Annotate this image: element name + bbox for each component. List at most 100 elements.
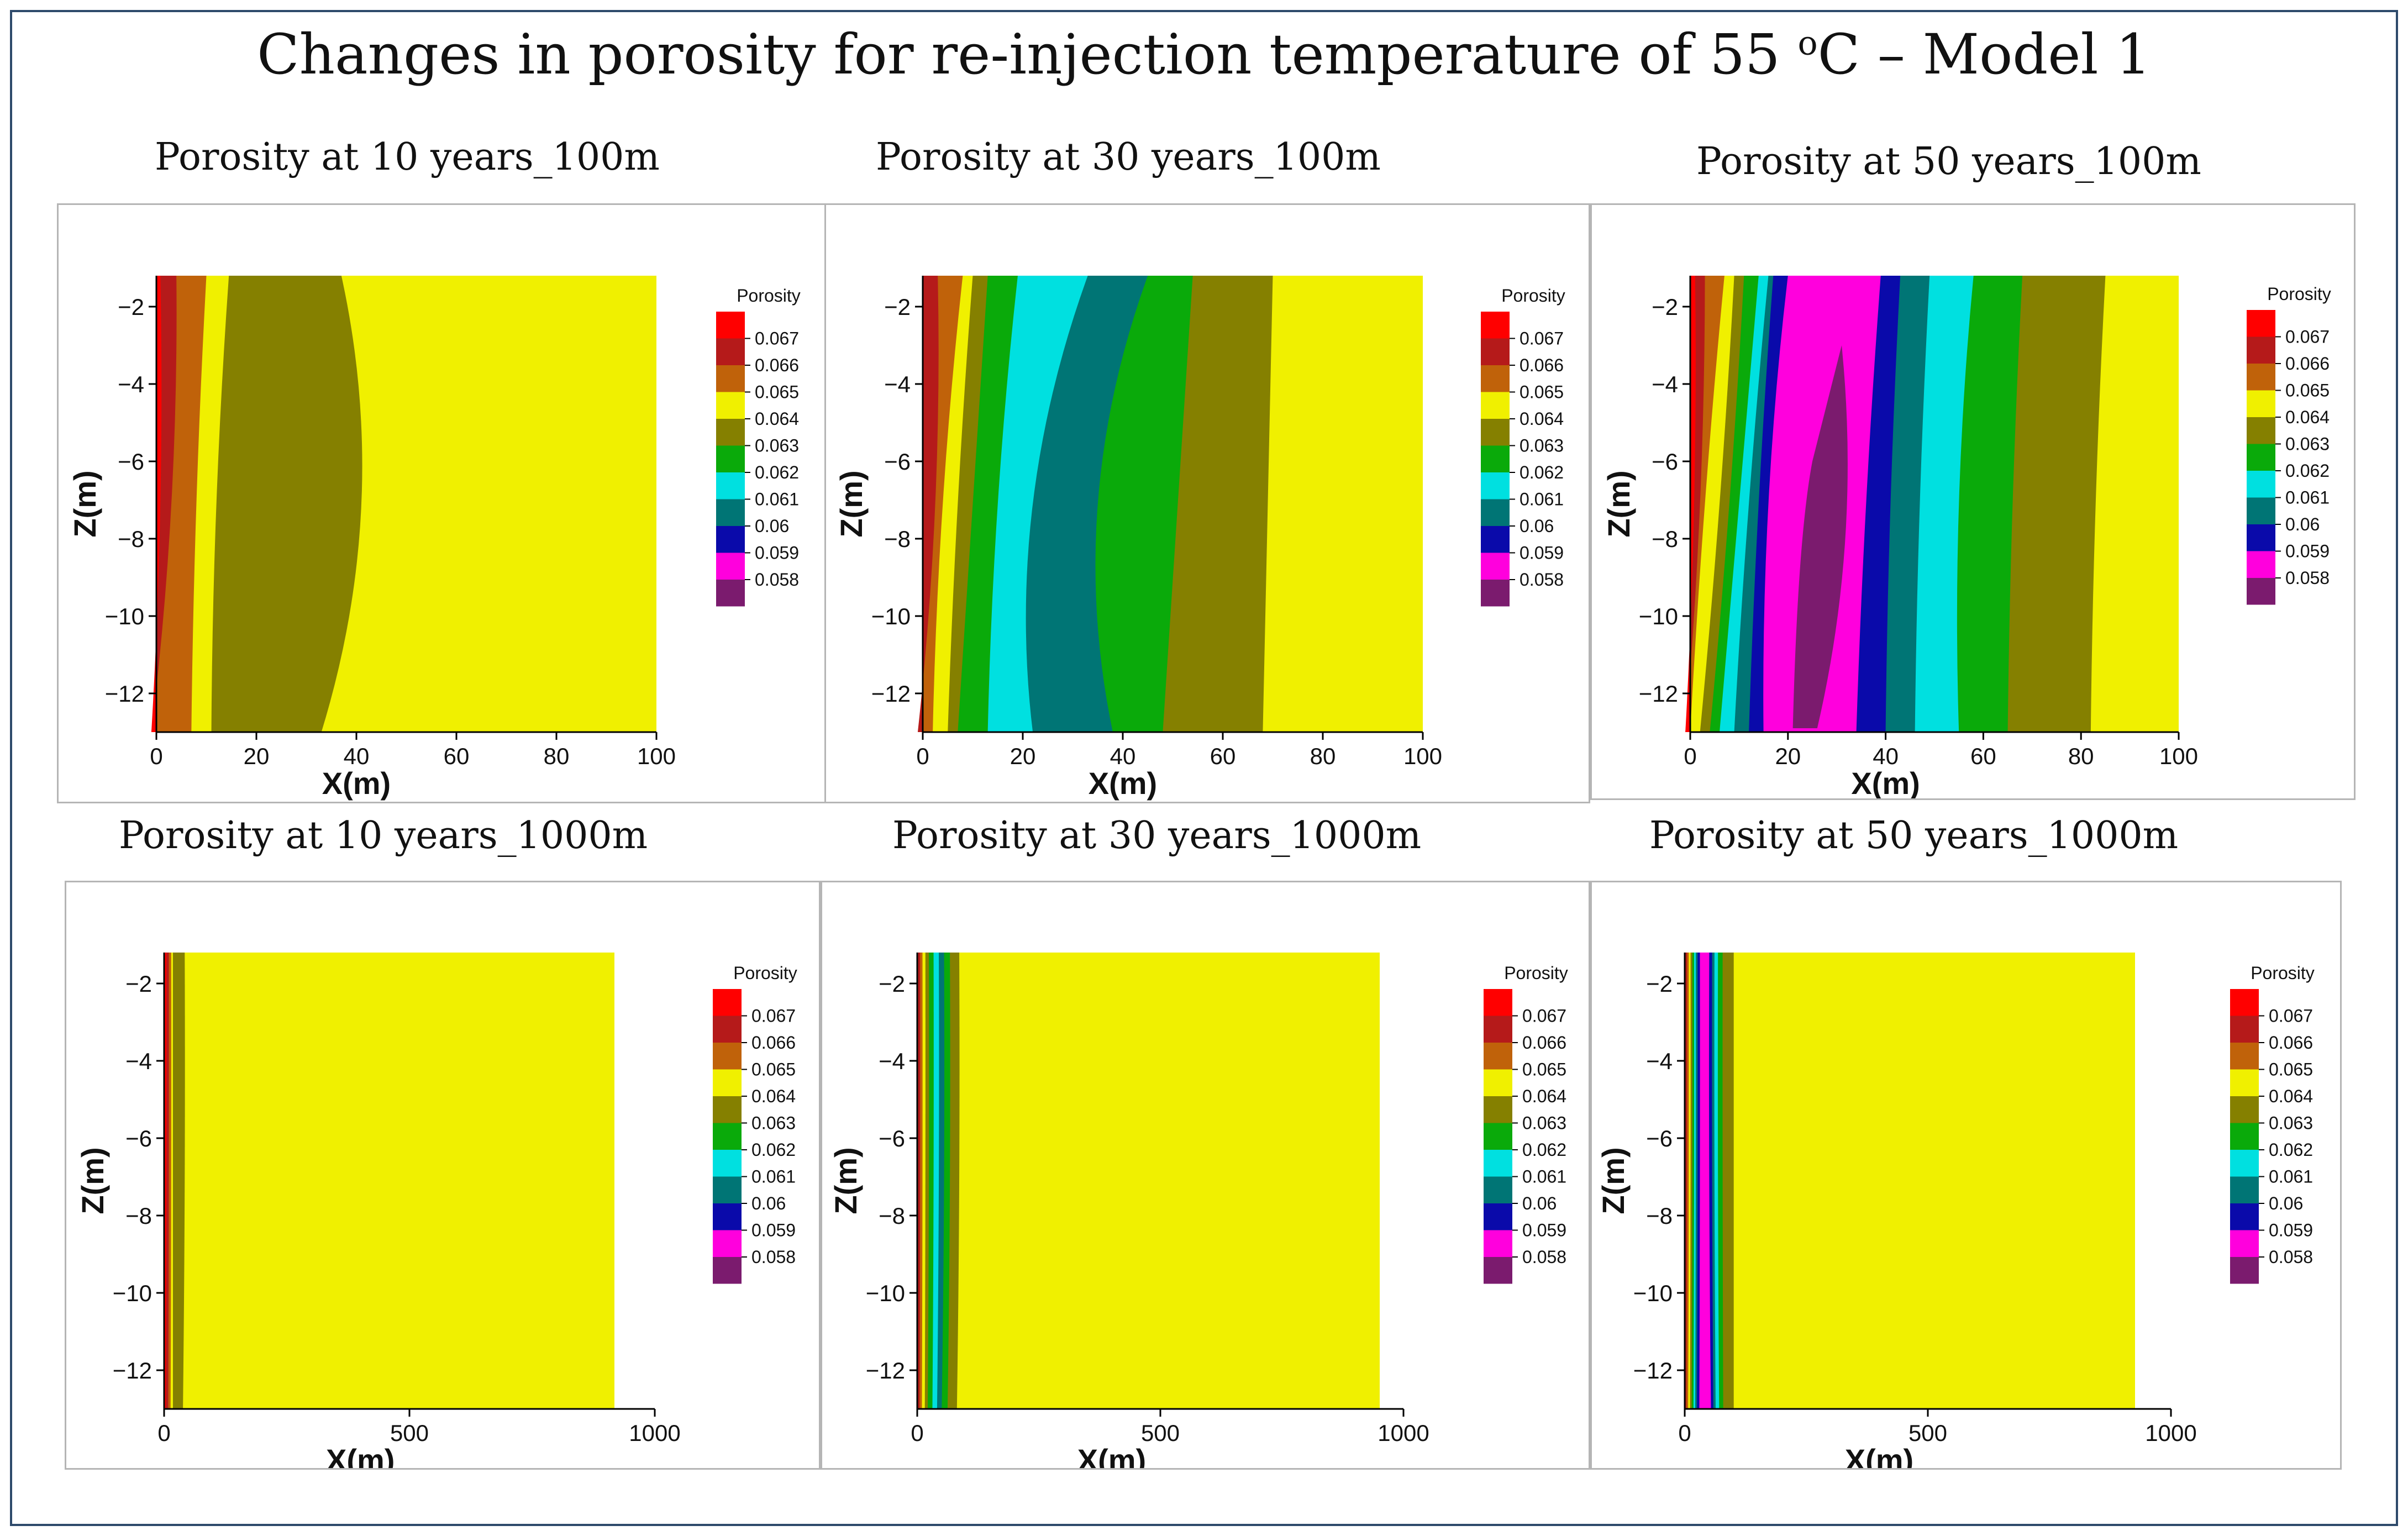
legend-swatch — [1484, 1069, 1512, 1096]
legend-swatch — [1484, 1203, 1512, 1230]
chart-panel-10y-100m: −2 −4 −6 −8 −10 −12 0 20 40 60 80 100 X(m) Z(m) Porosi… — [57, 203, 826, 803]
y-axis-label: Z(m) — [834, 470, 869, 537]
legend-label: 0.066 — [755, 355, 799, 375]
legend-label: 0.065 — [2285, 381, 2330, 401]
legend-label: 0.058 — [1520, 570, 1564, 590]
legend-label: 0.064 — [2285, 407, 2330, 427]
legend-label: 0.065 — [751, 1060, 796, 1080]
figure-title: Changes in porosity for re-injection tem… — [257, 22, 2151, 87]
chart-panel-30y-1000m: −2 −4 −6 −8 −10 −12 0 500 1000 X(m) Z(m) Porosity 0.… — [821, 881, 1590, 1470]
legend-label: 0.066 — [2269, 1033, 2313, 1053]
legend-label: 0.062 — [755, 462, 799, 482]
legend-swatch — [716, 499, 745, 526]
legend-title: Porosity — [1501, 286, 1565, 306]
legend-swatch — [716, 365, 745, 392]
legend-swatch — [1484, 989, 1512, 1016]
legend-label: 0.067 — [1520, 329, 1564, 349]
x-axis-label: X(m) — [322, 766, 391, 801]
chart-svg-6: −2 −4 −6 −8 −10 −12 0 500 1000 X(m) Z(m) Porosity 0.… — [1596, 953, 2315, 1468]
panel-title-3: Porosity at 50 years_100m — [1696, 140, 2201, 183]
panel-title-6: Porosity at 50 years_1000m — [1649, 814, 2179, 858]
legend-swatch — [2247, 578, 2275, 605]
legend-swatch — [1484, 1096, 1512, 1123]
x-tick-label: 80 — [544, 743, 570, 769]
contour-field — [917, 953, 1380, 1409]
legend-swatch — [713, 1123, 742, 1150]
legend-swatch — [2247, 417, 2275, 444]
x-tick-label: 500 — [1908, 1420, 1947, 1446]
legend-swatch — [2230, 1043, 2259, 1070]
legend-label: 0.06 — [2285, 514, 2320, 534]
y-tick-label: −2 — [125, 971, 152, 997]
legend-swatch — [713, 1096, 742, 1123]
legend-swatch — [1481, 472, 1510, 499]
x-tick-label: 20 — [1775, 743, 1801, 769]
legend-swatch — [716, 419, 745, 446]
legend-swatch — [1481, 553, 1510, 580]
x-tick-label: 0 — [157, 1420, 170, 1446]
y-tick-label: −8 — [884, 526, 911, 552]
y-tick-label: −10 — [105, 603, 144, 629]
legend-swatch — [1484, 1257, 1512, 1284]
panel-title-2: Porosity at 30 years_100m — [876, 135, 1381, 179]
panel-title-5: Porosity at 30 years_1000m — [892, 814, 1422, 858]
legend-label: 0.059 — [1522, 1221, 1566, 1240]
y-tick-label: −2 — [884, 294, 911, 320]
y-tick-label: −8 — [118, 526, 144, 552]
chart-svg-4: −2 −4 −6 −8 −10 −12 0 500 1000 X(m) Z(m) Porosity 0.… — [75, 953, 797, 1468]
legend-swatch — [1481, 312, 1510, 339]
legend-label: 0.062 — [1520, 462, 1564, 482]
legend-label: 0.064 — [2269, 1086, 2313, 1106]
x-axis-label: X(m) — [1845, 1443, 1913, 1468]
legend-swatch — [716, 445, 745, 472]
legend-label: 0.062 — [2285, 461, 2330, 481]
legend-label: 0.062 — [2269, 1140, 2313, 1160]
legend-label: 0.06 — [2269, 1193, 2303, 1213]
chart-panel-30y-100m: −2 −4 −6 −8 −10 −12 0 20 40 60 80 100 X(m) Z(m) Porosi… — [824, 203, 1590, 803]
legend-label: 0.066 — [1520, 355, 1564, 375]
legend-swatch — [2247, 471, 2275, 498]
y-tick-label: −10 — [1633, 1280, 1673, 1306]
legend-label: 0.064 — [755, 409, 799, 429]
legend-swatch — [1484, 1016, 1512, 1043]
y-tick-label: −12 — [113, 1358, 152, 1384]
legend-swatch — [2230, 1176, 2259, 1203]
x-tick-label: 60 — [1210, 743, 1236, 769]
y-tick-label: −4 — [884, 371, 911, 397]
contour-band — [1685, 276, 1705, 732]
legend-label: 0.065 — [2269, 1060, 2313, 1080]
y-tick-label: −8 — [1646, 1203, 1673, 1229]
y-tick-label: −4 — [1652, 371, 1678, 397]
legend-swatch — [2247, 336, 2275, 364]
legend-label: 0.067 — [2285, 327, 2330, 347]
legend-swatch — [2230, 1203, 2259, 1230]
legend-label: 0.06 — [1520, 516, 1554, 536]
legend-label: 0.062 — [1522, 1140, 1566, 1160]
legend-swatch — [1481, 445, 1510, 472]
y-tick-label: −12 — [866, 1358, 905, 1384]
legend-label: 0.065 — [1520, 382, 1564, 402]
x-tick-label: 60 — [444, 743, 470, 769]
legend-swatch — [716, 312, 745, 339]
legend-swatch — [1481, 419, 1510, 446]
y-tick-label: −8 — [125, 1203, 152, 1229]
y-tick-label: −8 — [879, 1203, 905, 1229]
chart-panel-10y-1000m: −2 −4 −6 −8 −10 −12 0 500 1000 X(m) Z(m) Porosity 0.… — [65, 881, 821, 1470]
y-tick-label: −10 — [1639, 603, 1678, 629]
legend-label: 0.066 — [751, 1033, 796, 1053]
legend-label: 0.06 — [1522, 1193, 1557, 1213]
panel-title-1: Porosity at 10 years_100m — [155, 135, 660, 179]
y-tick-label: −4 — [125, 1048, 152, 1074]
legend-swatch — [2230, 1257, 2259, 1284]
y-axis-label: Z(m) — [75, 1147, 110, 1214]
chart-panel-50y-100m: −2 −4 −6 −8 −10 −12 0 20 40 60 80 100 X(m) Z(m) Porosi… — [1590, 203, 2356, 800]
x-tick-label: 0 — [916, 743, 929, 769]
legend-swatch — [713, 1069, 742, 1096]
legend-label: 0.063 — [2269, 1113, 2313, 1133]
legend-swatch — [1484, 1150, 1512, 1177]
x-tick-label: 60 — [1970, 743, 1996, 769]
legend-label: 0.064 — [1520, 409, 1564, 429]
legend-label: 0.063 — [755, 436, 799, 456]
y-tick-label: −6 — [118, 449, 144, 475]
legend-swatch — [713, 1043, 742, 1070]
